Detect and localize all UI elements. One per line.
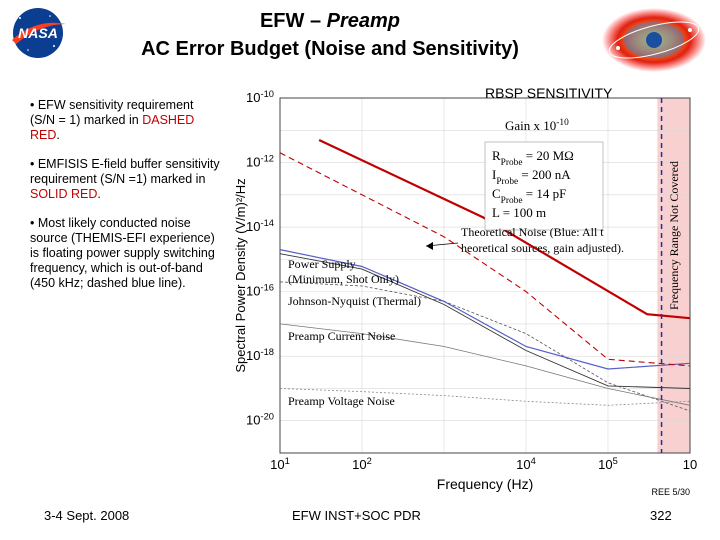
series-line-1: [279, 253, 691, 389]
nasa-logo: NASA: [12, 8, 66, 58]
x-tick-label: 102: [352, 456, 372, 472]
bullet-efw-requirement: • EFW sensitivity requirement (S/N = 1) …: [30, 98, 195, 142]
y-tick-label: 10-14: [246, 218, 274, 234]
series-line-6: [318, 139, 691, 320]
sensitivity-chart: RBSP SENSITIVITY 10-10 10-12 10-14 10-16 10-1…: [233, 85, 697, 497]
annotation-preamp-current: Preamp Current Noise: [288, 329, 395, 343]
chart-title: RBSP SENSITIVITY: [485, 85, 613, 101]
param-2: CProbe = 14 pF: [492, 186, 566, 206]
x-tick-label: 105: [598, 456, 618, 472]
bullet-emfisis-requirement: • EMFISIS E-field buffer sensitivity req…: [30, 157, 220, 201]
footer-event: EFW INST+SOC PDR: [292, 508, 421, 523]
plot-frame: [279, 97, 691, 454]
annotation-power-supply-1: Power Supply: [288, 257, 356, 271]
title-italic: Preamp: [326, 10, 401, 32]
series-line-3: [279, 323, 691, 406]
nasa-logo-text: NASA: [18, 25, 58, 41]
chart-footnote: REE 5/30: [651, 487, 690, 497]
x-tick-label: 101: [270, 456, 290, 472]
param-0: RProbe = 20 MΩ: [492, 148, 574, 168]
y-tick-label: 10-20: [246, 412, 274, 428]
series-line-0: [279, 249, 691, 370]
y-tick-label: 10-12: [246, 154, 274, 170]
footer-page-number: 322: [650, 508, 672, 523]
x-axis-label: Frequency (Hz): [437, 476, 533, 492]
annotation-power-supply-2: (Minimum, Shot Only): [288, 272, 399, 286]
annotation-arrowhead: [426, 242, 433, 250]
series-line-5: [279, 152, 691, 367]
y-tick-label: 10-16: [246, 283, 274, 299]
slide-title-line1: EFW – Preamp: [100, 10, 560, 33]
annotation-theoretical-1: Theoretical Noise (Blue: All t: [461, 225, 604, 239]
annotation-preamp-voltage: Preamp Voltage Noise: [288, 394, 395, 408]
footer-date: 3-4 Sept. 2008: [44, 508, 130, 523]
annotation-johnson-nyquist: Johnson-Nyquist (Thermal): [288, 294, 421, 308]
title-prefix: EFW –: [259, 10, 322, 32]
series-line-4: [279, 388, 691, 406]
gain-label: Gain x 10-10: [505, 118, 569, 133]
annotation-theoretical-2: heoretical sources, gain adjusted).: [461, 241, 624, 255]
x-tick-label: 10: [683, 457, 697, 472]
bullet-noise-source: • Most likely conducted noise source (TH…: [30, 216, 215, 290]
param-1: IProbe = 200 nA: [492, 167, 571, 187]
bullet-list: • EFW sensitivity requirement (S/N = 1) …: [30, 98, 220, 305]
x-tick-label: 104: [516, 456, 536, 472]
y-tick-label: 10-10: [246, 89, 274, 105]
param-3: L = 100 m: [492, 205, 546, 220]
y-tick-label: 10-18: [246, 347, 274, 363]
band-label: Frequency Range Not Covered: [667, 161, 681, 310]
slide-title-line2: AC Error Budget (Noise and Sensitivity): [141, 38, 519, 60]
radiation-belt-graphic: [602, 8, 706, 72]
params-box: [484, 141, 604, 231]
band-not-covered: [657, 98, 690, 453]
y-axis-label: Spectral Power Density (V/m)²/Hz: [233, 178, 248, 372]
